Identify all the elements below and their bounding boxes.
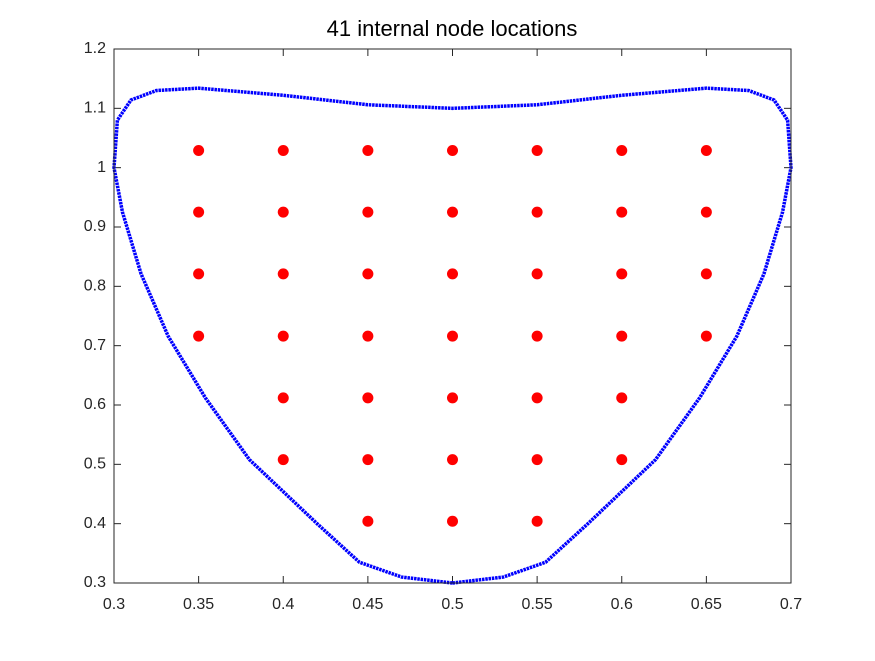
node-point <box>531 268 543 280</box>
node-point <box>531 330 543 342</box>
node-point <box>616 268 628 280</box>
node-point <box>447 144 458 156</box>
node-point <box>277 454 289 466</box>
y-tick-label: 1.1 <box>84 100 106 117</box>
x-tick-label: 0.45 <box>352 596 383 613</box>
node-point <box>616 392 628 404</box>
node-point <box>277 330 289 342</box>
x-tick-label: 0.3 <box>103 596 125 613</box>
node-point <box>447 330 458 342</box>
y-tick-label: 0.5 <box>84 456 106 473</box>
node-point <box>193 144 205 156</box>
x-tick-label: 0.65 <box>691 596 722 613</box>
x-tick-label: 0.5 <box>441 596 463 613</box>
node-point <box>447 268 458 280</box>
plot-frame <box>113 48 792 584</box>
node-point <box>362 515 374 527</box>
node-point <box>447 206 458 218</box>
node-point <box>277 144 289 156</box>
node-point <box>531 392 543 404</box>
y-tick-label: 0.8 <box>84 278 106 295</box>
x-tick-label: 0.7 <box>780 596 802 613</box>
y-tick-label: 0.6 <box>84 396 106 413</box>
node-point <box>362 144 374 156</box>
node-point <box>616 330 628 342</box>
node-point <box>277 206 289 218</box>
node-point <box>362 206 374 218</box>
node-point <box>447 454 458 466</box>
node-point <box>700 330 712 342</box>
node-point <box>193 206 205 218</box>
node-point <box>277 268 289 280</box>
chart-title: 41 internal node locations <box>327 16 578 41</box>
node-point <box>700 268 712 280</box>
boundary-line <box>112 86 793 585</box>
x-tick-label: 0.4 <box>272 596 294 613</box>
x-tick-label: 0.55 <box>522 596 553 613</box>
node-point <box>193 330 205 342</box>
node-point <box>616 144 628 156</box>
y-tick-label: 0.9 <box>84 218 106 235</box>
node-point <box>531 515 543 527</box>
node-point <box>700 206 712 218</box>
node-point <box>531 206 543 218</box>
node-point <box>616 206 628 218</box>
x-tick-label: 0.6 <box>611 596 633 613</box>
node-point <box>362 268 374 280</box>
node-point <box>362 454 374 466</box>
y-tick-label: 0.3 <box>84 574 106 591</box>
y-tick-label: 1.2 <box>84 40 106 57</box>
node-point <box>277 392 289 404</box>
node-point <box>700 144 712 156</box>
node-point <box>362 330 374 342</box>
y-tick-label: 1 <box>97 159 106 176</box>
node-point <box>531 144 543 156</box>
node-point <box>362 392 374 404</box>
node-point <box>447 392 458 404</box>
node-point <box>447 515 458 527</box>
node-point <box>616 454 628 466</box>
y-tick-label: 0.4 <box>84 515 106 532</box>
node-point <box>193 268 205 280</box>
y-tick-label: 0.7 <box>84 337 106 354</box>
x-tick-label: 0.35 <box>183 596 214 613</box>
node-point <box>531 454 543 466</box>
